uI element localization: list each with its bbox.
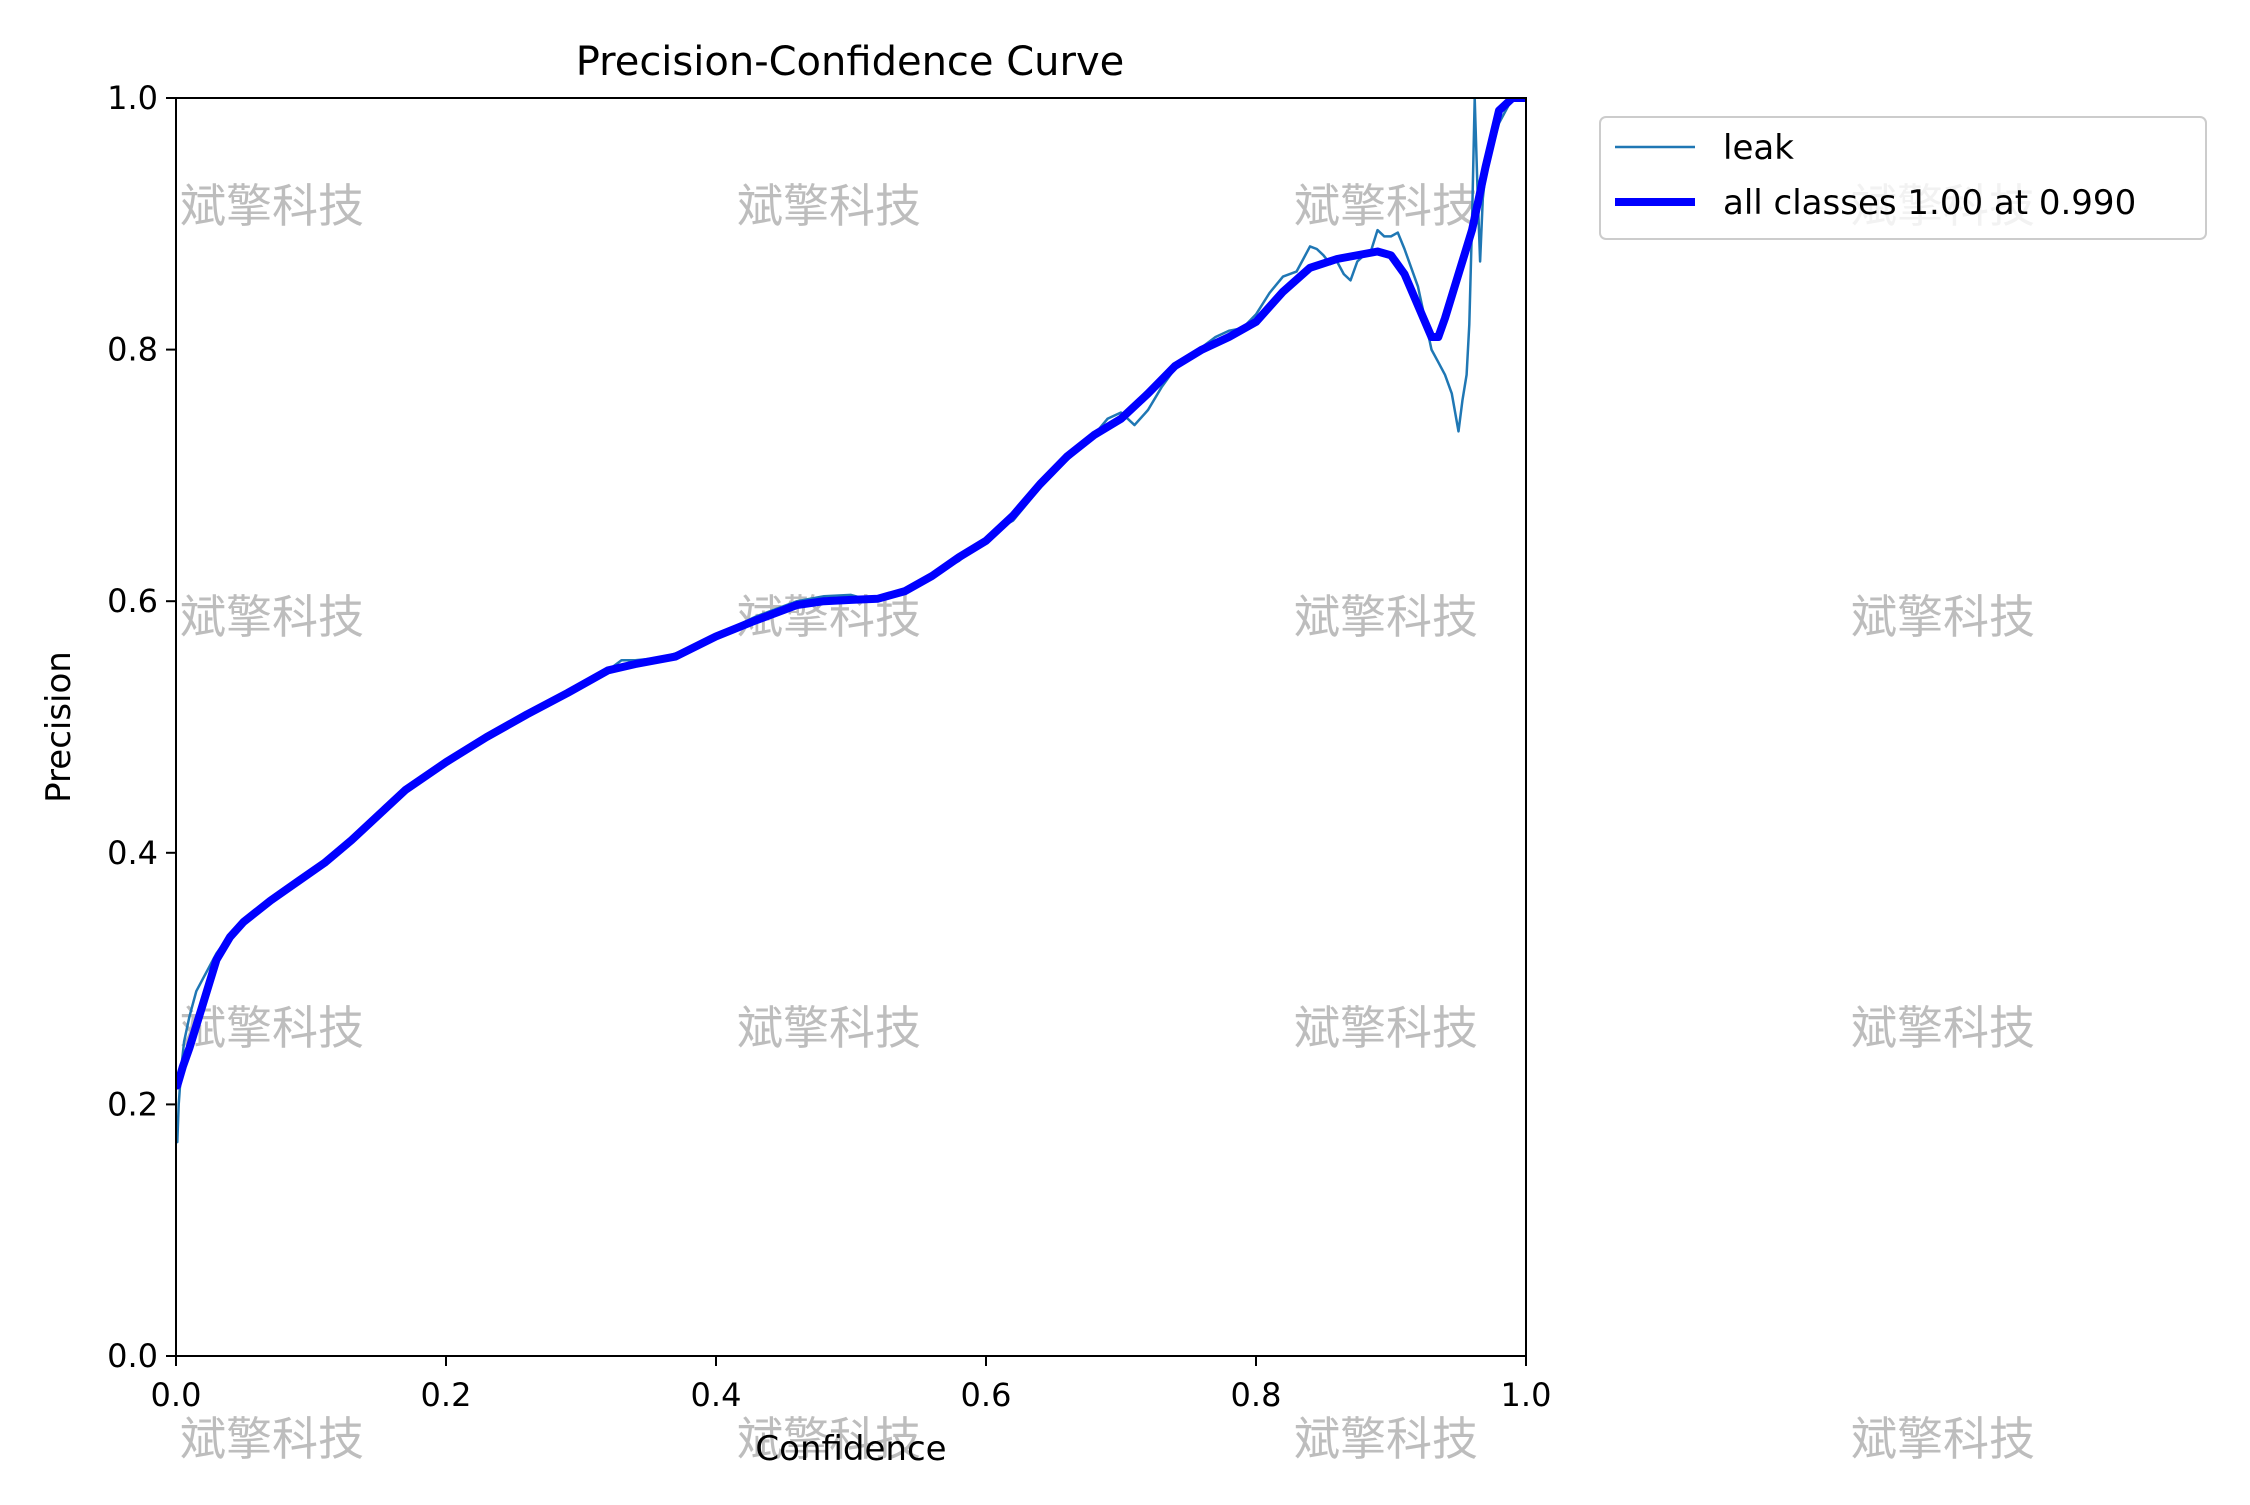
watermark-text: 斌擎科技	[180, 179, 364, 233]
legend-box	[1599, 116, 2207, 240]
x-tick-label: 0.4	[691, 1376, 742, 1414]
watermark-text: 斌擎科技	[737, 1001, 921, 1055]
x-tick-label: 0.0	[151, 1376, 202, 1414]
x-tick-label: 0.6	[961, 1376, 1012, 1414]
watermark-text: 斌擎科技	[1294, 1412, 1478, 1466]
watermark-text: 斌擎科技	[1851, 1412, 2035, 1466]
series-line-all-classes	[176, 98, 1526, 1090]
chart-title: Precision-Confidence Curve	[576, 39, 1125, 85]
watermark-text: 斌擎科技	[180, 590, 364, 644]
watermark-text: 斌擎科技	[737, 179, 921, 233]
y-tick-label: 0.8	[107, 331, 158, 369]
plot-frame	[175, 97, 1527, 1357]
watermark-text: 斌擎科技	[1294, 179, 1478, 233]
watermark-text: 斌擎科技	[1851, 590, 2035, 644]
watermark-text: 斌擎科技	[1294, 1001, 1478, 1055]
y-axis-label: Precision	[39, 651, 79, 803]
x-tick-label: 0.2	[421, 1376, 472, 1414]
y-tick-label: 0.6	[107, 582, 158, 620]
watermark-text: 斌擎科技	[737, 1412, 921, 1466]
watermark-text: 斌擎科技	[1851, 1001, 2035, 1055]
y-tick-label: 0.2	[107, 1085, 158, 1123]
legend-label-leak: leak	[1723, 128, 1794, 168]
axis-ticks: 0.0 0.2 0.4 0.6 0.8 1.0 0.0 0.2 0.4 0.6 0.8 1.0	[107, 79, 1551, 1414]
y-tick-label: 0.0	[107, 1337, 158, 1375]
watermark-text: 斌擎科技	[1294, 590, 1478, 644]
y-tick-label: 1.0	[107, 79, 158, 117]
series-layer	[176, 98, 1526, 1144]
legend-label-all-classes: all classes 1.00 at 0.990	[1723, 183, 2136, 223]
x-axis-label: Confidence	[755, 1429, 946, 1469]
x-tick-label: 0.8	[1231, 1376, 1282, 1414]
watermark-text: 斌擎科技	[180, 1412, 364, 1466]
legend: leak all classes 1.00 at 0.990	[1599, 116, 2207, 240]
watermark-text: 斌擎科技	[180, 1001, 364, 1055]
y-tick-label: 0.4	[107, 834, 158, 872]
x-tick-label: 1.0	[1501, 1376, 1552, 1414]
